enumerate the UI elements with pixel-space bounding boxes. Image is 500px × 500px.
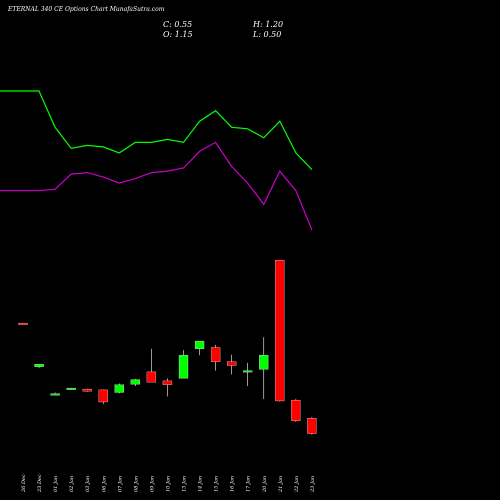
x-tick-label: 21 Jan xyxy=(278,476,284,493)
chart-title: ETERNAL 340 CE Options Chart MunafaSutra… xyxy=(8,6,165,13)
candle-body xyxy=(259,355,269,370)
x-tick-label: 20 Jan xyxy=(262,476,268,493)
indicator-line-1 xyxy=(0,90,313,171)
x-tick-label: 15 Jan xyxy=(214,476,220,492)
candle-body xyxy=(226,361,237,366)
x-tick-label: 02 Jan xyxy=(69,476,75,492)
x-tick-label: 08 Jan xyxy=(133,476,139,492)
candle-body xyxy=(34,364,44,367)
x-axis-labels: 26 Dec 23 Dec 01 Jan 02 Jan 03 Jan 06 Jan 07 J… xyxy=(21,474,316,493)
high-value: H: 1.20 xyxy=(253,20,284,29)
x-tick-label: 14 Jan xyxy=(198,476,204,492)
x-tick-label: 07 Jan xyxy=(117,476,123,492)
candle-body xyxy=(307,418,317,434)
close-value: C: 0.55 xyxy=(163,20,193,29)
candle-body xyxy=(98,389,108,403)
candle-body xyxy=(162,380,173,385)
candle-body xyxy=(194,340,205,349)
candles xyxy=(18,259,317,435)
x-tick-label: 16 Jan xyxy=(230,476,236,492)
indicator-lines xyxy=(0,90,313,231)
x-tick-label: 13 Jan xyxy=(182,476,188,492)
indicator-line-2 xyxy=(0,141,313,231)
x-tick-label: 23 Dec xyxy=(37,474,43,493)
low-value: L: 0.50 xyxy=(253,30,282,39)
x-tick-label: 26 Dec xyxy=(21,474,27,493)
candle-body xyxy=(50,393,60,396)
candle-body xyxy=(178,355,189,379)
x-tick-label: 23 Jan xyxy=(310,476,316,493)
candle-body xyxy=(114,384,124,393)
x-tick-label: 03 Jan xyxy=(85,476,91,492)
x-tick-label: 01 Jan xyxy=(53,476,59,492)
candle-body xyxy=(18,322,28,325)
candle-body xyxy=(66,387,76,390)
open-value: O: 1.15 xyxy=(163,30,193,39)
x-tick-label: 09 Jan xyxy=(149,476,155,492)
candle-body xyxy=(291,400,301,421)
candle-body xyxy=(130,379,141,385)
x-tick-label: 06 Jan xyxy=(101,476,107,492)
x-tick-label: 17 Jan xyxy=(246,476,252,492)
x-tick-label: 22 Jan xyxy=(294,476,300,493)
candle-body xyxy=(146,371,157,383)
candle-body xyxy=(243,370,253,373)
candle-body xyxy=(275,259,285,402)
x-tick-label: 10 Jan xyxy=(165,476,171,492)
candle-body xyxy=(210,347,221,362)
candle-body xyxy=(82,388,92,392)
